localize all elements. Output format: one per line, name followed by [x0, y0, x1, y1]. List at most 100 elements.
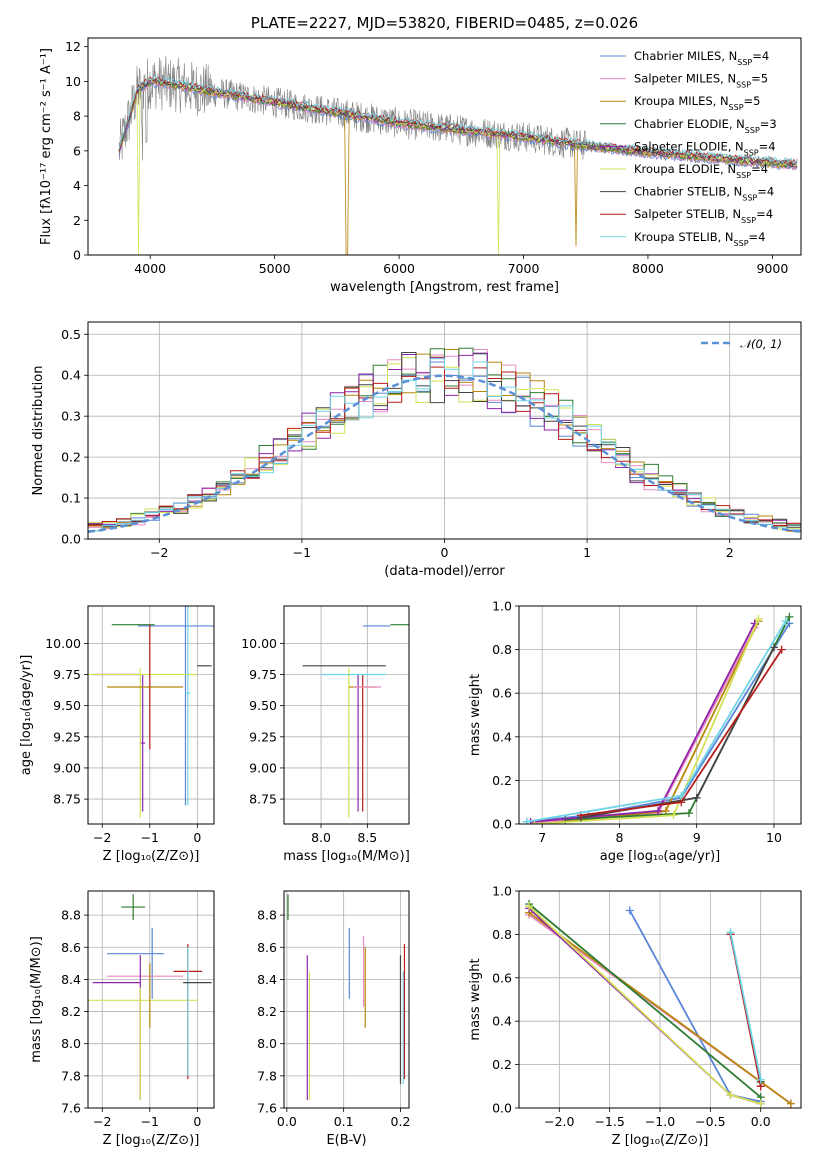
weight-series-line: [526, 622, 791, 823]
y-axis-label: mass weight: [468, 958, 483, 1040]
x-tick-label: 6000: [383, 261, 415, 276]
x-axis-label: E(B-V): [326, 1133, 366, 1148]
y-axis-label: mass [log₁₀(M/M⊙)]: [29, 936, 44, 1063]
x-tick-label: 8: [615, 830, 623, 845]
weight-point-marker: [677, 791, 686, 800]
y-tick-label: 10.00: [45, 636, 81, 651]
x-tick-label: 5000: [259, 261, 291, 276]
weight-point-marker: [726, 1090, 735, 1099]
x-tick-label: 4000: [134, 261, 166, 276]
y-tick-label: 0.6: [492, 970, 512, 985]
x-axis-label: (data-model)/error: [384, 564, 505, 579]
y-tick-label: 8.2: [257, 1004, 277, 1019]
x-axis-label: Z [log₁₀(Z/Z⊙)]: [103, 1133, 200, 1148]
y-tick-label: 8.6: [257, 940, 277, 955]
x-tick-label: 0: [441, 545, 449, 560]
weight-point-marker: [525, 902, 534, 911]
plot-area: [118, 56, 798, 255]
legend-subscript: SSP: [729, 103, 744, 112]
y-tick-label: 10.00: [241, 636, 277, 651]
grid-lines: [88, 606, 214, 824]
x-tick-label: 7000: [508, 261, 540, 276]
weight-vs-age-panel: 7 8 9 10 0.0 0.2 0.4 0.6 0.8 1.0 age [log₁₀(age/yr…: [468, 599, 802, 864]
y-tick-label: 7.8: [257, 1068, 277, 1083]
weight-point-marker: [692, 793, 701, 802]
y-tick-label: 8.8: [257, 908, 277, 923]
axes-frame: [87, 37, 802, 256]
x-tick-label: 0.2: [391, 1114, 411, 1129]
weight-point-marker: [654, 806, 663, 815]
legend-subscript: SSP: [736, 171, 751, 180]
x-tick-label: 1: [583, 545, 591, 560]
legend-subscript: SSP: [737, 58, 752, 67]
plot-area: [88, 347, 801, 534]
weight-series-line: [542, 620, 760, 824]
legend-entry: Salpeter STELIB, NSSP=4: [634, 207, 773, 225]
x-tick-label: −1: [141, 1114, 159, 1129]
x-tick-label: −2: [93, 1114, 111, 1129]
axes-frame: [87, 890, 215, 1109]
mass-vs-metallicity-panel: −2 −1 0 7.6 7.8 8.0 8.2 8.4 8.6 8.8 Z [log₁₀(Z/Z⊙)…: [29, 890, 215, 1148]
legend-entry: Chabrier MILES, NSSP=4: [634, 49, 769, 67]
axes-frame: [518, 605, 802, 825]
error-bar-point: [140, 674, 146, 812]
model-spectrum-line: [118, 76, 798, 166]
y-tick-label: 0.5: [61, 327, 81, 342]
legend-entry: Chabrier ELODIE, NSSP=3: [634, 117, 777, 135]
grid-lines: [284, 891, 409, 1109]
y-axis-label: Flux [fλ10⁻¹⁷ erg cm⁻² s⁻¹ A⁻¹]: [39, 48, 54, 245]
legend-subscript: SSP: [744, 148, 759, 157]
y-tick-label: 9.50: [53, 698, 81, 713]
y-tick-label: 8.4: [61, 972, 81, 987]
x-tick-label: 9000: [756, 261, 788, 276]
residual-histogram-line: [88, 352, 801, 528]
y-tick-label: 0.2: [61, 450, 81, 465]
y-tick-label: 0.0: [492, 817, 512, 832]
y-axis-label: mass weight: [468, 674, 483, 756]
weight-series-line: [580, 649, 783, 817]
x-tick-label: −2: [150, 545, 168, 560]
weight-series-line: [629, 910, 761, 1103]
x-axis-label: wavelength [Angstrom, rest frame]: [330, 280, 559, 295]
axes-frame: [283, 605, 410, 825]
grid-lines: [88, 891, 214, 1109]
y-tick-label: 0.2: [492, 1057, 512, 1072]
weight-point-marker: [726, 928, 735, 937]
y-tick-label: 2: [73, 213, 81, 228]
weight-point-marker: [786, 1099, 795, 1108]
mass-vs-extinction-panel: 0.0 0.1 0.2 7.6 7.8 8.0 8.2 8.4 8.6 8.8 E(B-V): [257, 890, 411, 1148]
y-tick-label: 8.0: [61, 1036, 81, 1051]
y-tick-label: 8.2: [61, 1004, 81, 1019]
error-bar-point: [185, 606, 191, 806]
weight-point-marker: [625, 906, 634, 915]
weight-point-marker: [756, 1099, 765, 1108]
legend: Chabrier MILES, NSSP=4 Salpeter MILES, NS…: [600, 49, 777, 247]
y-tick-label: 0.1: [61, 491, 81, 506]
y-tick-label: 9.25: [249, 729, 277, 744]
y-tick-label: 0.4: [492, 1014, 512, 1029]
y-tick-label: 0.0: [61, 532, 81, 547]
weight-series-line: [580, 646, 775, 819]
y-tick-label: 8: [73, 109, 81, 124]
y-tick-label: 1.0: [492, 599, 512, 614]
x-tick-label: −2: [93, 830, 111, 845]
weight-series-line: [729, 932, 762, 1080]
weight-vs-metallicity-panel: −2.0 −1.5 −1.0 −0.5 0.0 0.0 0.2 0.4 0.6 0.8 1.0 Z […: [468, 884, 802, 1148]
residuals-panel: −2 −1 0 1 2 0.0 0.1 0.2 0.3 0.4 0.5 (data-model)/er…: [31, 321, 802, 579]
x-tick-label: 0.0: [277, 1114, 297, 1129]
plot-area: [302, 624, 409, 818]
legend-entry: Salpeter ELODIE, NSSP=4: [634, 139, 776, 157]
age-vs-mass-panel: 8.0 8.5 8.75 9.00 9.25 9.50 9.75 10.00 mass [log…: [241, 605, 410, 864]
x-axis-label: Z [log₁₀(Z/Z⊙)]: [612, 1133, 709, 1148]
weight-point-marker: [769, 643, 778, 652]
weight-point-marker: [754, 615, 763, 624]
y-tick-label: 8.4: [257, 972, 277, 987]
x-tick-label: −0.5: [695, 1114, 725, 1129]
y-tick-label: 0.8: [492, 927, 512, 942]
weight-point-marker: [684, 809, 693, 818]
plot-area: [88, 894, 212, 1100]
y-tick-label: 8.0: [257, 1036, 277, 1051]
legend-entry: 𝒩(0, 1): [740, 337, 782, 351]
y-tick-label: 9.00: [249, 760, 277, 775]
